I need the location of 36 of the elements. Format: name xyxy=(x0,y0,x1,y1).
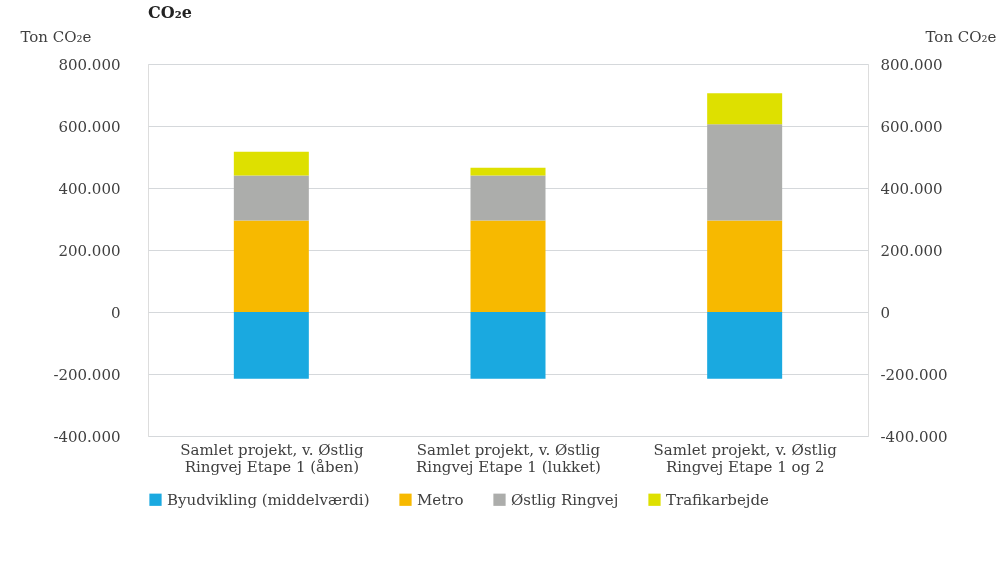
y2-tick-label: 400.000 xyxy=(880,179,943,198)
bar xyxy=(707,124,783,221)
bar xyxy=(707,220,783,312)
y-tick-label: 600.000 xyxy=(58,117,121,136)
legend-label: Byudvikling (middelværdi) xyxy=(167,490,370,509)
bar xyxy=(233,220,309,312)
y-tick-label: -400.000 xyxy=(53,427,121,446)
legend-label: Metro xyxy=(417,490,464,509)
y2-tick-label: 200.000 xyxy=(880,241,943,260)
x-tick-label: Samlet projekt, v. Østlig Ringvej Etape 1 og 2 xyxy=(653,440,838,476)
bar xyxy=(707,312,783,379)
y-tick-label: 0 xyxy=(110,303,121,322)
y-tick-label: 400.000 xyxy=(58,179,121,198)
y-tick-label: -200.000 xyxy=(53,365,121,384)
bar xyxy=(470,312,546,379)
y2-tick-label: -200.000 xyxy=(880,365,948,384)
bar xyxy=(233,175,309,221)
y-tick-label: 200.000 xyxy=(58,241,121,260)
y2-tick-label: 600.000 xyxy=(880,117,943,136)
bar xyxy=(233,151,309,176)
chart-title: CO₂e xyxy=(148,3,192,22)
legend-label: Østlig Ringvej xyxy=(511,490,619,509)
bar xyxy=(470,175,546,221)
bar xyxy=(707,93,783,125)
bar xyxy=(470,167,546,176)
y2-tick-label: 800.000 xyxy=(880,55,943,74)
bar xyxy=(233,312,309,379)
y2-tick-label: -400.000 xyxy=(880,427,948,446)
y2-axis-title: Ton CO₂e xyxy=(925,27,997,46)
y-tick-label: 800.000 xyxy=(58,55,121,74)
legend-label: Trafikarbejde xyxy=(666,490,770,509)
x-tick-label: Samlet projekt, v. Østlig Ringvej Etape 1 (åben) xyxy=(180,440,364,476)
y-axis-title: Ton CO₂e xyxy=(20,27,92,46)
y2-tick-label: 0 xyxy=(880,303,891,322)
x-tick-label: Samlet projekt, v. Østlig Ringvej Etape 1 (lukket) xyxy=(416,440,601,476)
bar xyxy=(470,220,546,312)
